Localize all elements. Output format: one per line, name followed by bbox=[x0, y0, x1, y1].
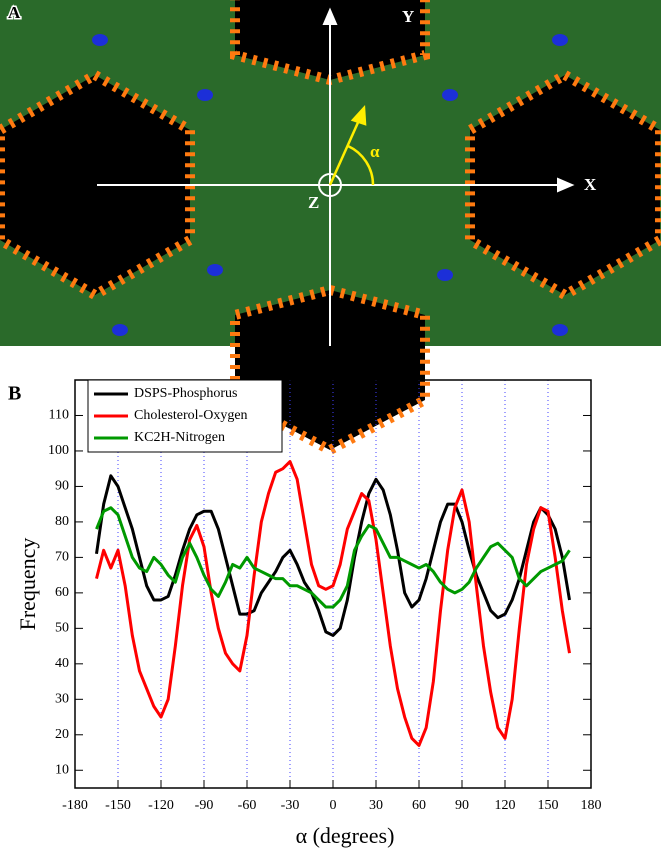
x-tick-label: 90 bbox=[455, 798, 469, 813]
x-tick-label: -180 bbox=[62, 798, 88, 813]
x-tick-label: 180 bbox=[581, 798, 602, 813]
y-tick-label: 100 bbox=[48, 443, 69, 458]
x-tick-label: -90 bbox=[195, 798, 214, 813]
x-tick-label: 120 bbox=[495, 798, 516, 813]
y-tick-label: 40 bbox=[55, 656, 69, 671]
y-tick-label: 10 bbox=[55, 762, 69, 777]
panel-label: B bbox=[8, 383, 21, 405]
legend-label: DSPS-Phosphorus bbox=[134, 386, 237, 401]
legend-label: KC2H-Nitrogen bbox=[134, 430, 225, 445]
y-tick-label: 60 bbox=[55, 585, 69, 600]
series-line bbox=[95, 506, 571, 609]
molecules bbox=[92, 34, 568, 336]
x-tick-label: -60 bbox=[238, 798, 257, 813]
z-axis-label: Z bbox=[308, 193, 319, 212]
series-line bbox=[95, 460, 571, 747]
series-line bbox=[95, 474, 571, 637]
panel-label: A bbox=[8, 3, 21, 22]
y-tick-label: 80 bbox=[55, 514, 69, 529]
y-axis-title: Frequency bbox=[15, 538, 40, 631]
y-tick-label: 70 bbox=[55, 550, 69, 565]
plot-frame bbox=[74, 379, 592, 789]
x-tick-label: -150 bbox=[105, 798, 131, 813]
plot: -180 -150 -120 -90 -60 -30 0 30 60 90 120 150 180 10 2… bbox=[48, 379, 602, 813]
y-tick-label: 30 bbox=[55, 692, 69, 707]
legend-label: Cholesterol-Oxygen bbox=[134, 408, 248, 423]
y-axis-label: Y bbox=[402, 7, 414, 26]
y-tick-label: 110 bbox=[49, 408, 69, 423]
x-tick-label: -30 bbox=[281, 798, 300, 813]
x-tick-label: 0 bbox=[330, 798, 337, 813]
legend: DSPS-Phosphorus Cholesterol-Oxygen KC2H-Ni… bbox=[87, 379, 283, 453]
labels: A X Y Z α bbox=[7, 1, 598, 212]
x-tick-label: 150 bbox=[538, 798, 559, 813]
x-axis-title: α (degrees) bbox=[296, 823, 395, 848]
y-tick-label: 50 bbox=[55, 621, 69, 636]
x-tick-label: -120 bbox=[148, 798, 174, 813]
x-tick-label: 30 bbox=[369, 798, 383, 813]
angle-overlay bbox=[328, 104, 375, 186]
y-tick-label: 90 bbox=[55, 479, 69, 494]
x-tick-label: 60 bbox=[412, 798, 426, 813]
y-tick-label: 20 bbox=[55, 727, 69, 742]
x-axis-label: X bbox=[584, 175, 597, 194]
angle-label: α bbox=[370, 142, 380, 161]
